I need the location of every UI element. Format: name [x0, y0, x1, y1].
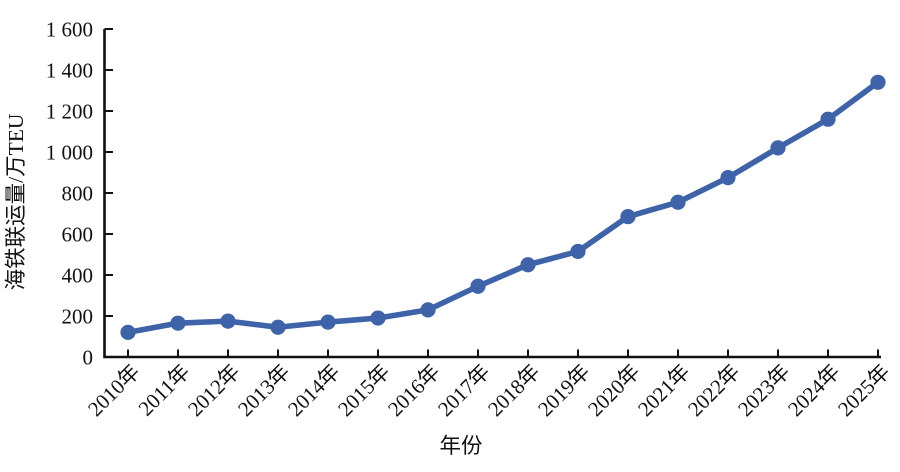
y-tick-label: 600	[62, 222, 94, 246]
axis-ticks	[104, 28, 879, 358]
data-point	[720, 170, 736, 186]
y-tick-label: 1 200	[46, 99, 93, 123]
axis-frame	[103, 29, 881, 359]
x-tick-label: 2019年	[533, 360, 595, 422]
x-tick-label: 2021年	[633, 360, 695, 422]
data-point	[120, 324, 136, 340]
data-point	[220, 313, 236, 329]
x-tick-label: 2014年	[283, 360, 345, 422]
x-tick-label: 2017年	[433, 360, 495, 422]
x-tick-label: 2015年	[333, 360, 395, 422]
axes	[103, 29, 881, 359]
x-tick-label: 2020年	[583, 360, 645, 422]
x-tick-label: 2022年	[683, 360, 745, 422]
y-tick-label: 200	[62, 304, 94, 328]
data-point	[820, 111, 836, 127]
data-point	[170, 315, 186, 331]
data-point	[270, 319, 286, 335]
data-point	[420, 302, 436, 318]
x-tick-label: 2013年	[233, 360, 295, 422]
y-tick-label: 400	[62, 263, 94, 287]
data-series	[120, 74, 886, 340]
data-point	[320, 314, 336, 330]
x-tick-label: 2023年	[733, 360, 795, 422]
x-tick-label: 2018年	[483, 360, 545, 422]
data-point	[870, 74, 886, 90]
x-tick-label: 2012年	[183, 360, 245, 422]
data-point	[620, 208, 636, 225]
y-axis-title: 海铁联运量/万TEU	[4, 113, 28, 290]
y-tick-label: 800	[62, 181, 94, 205]
y-tick-label: 0	[83, 345, 94, 369]
data-point	[670, 194, 686, 210]
data-line	[125, 79, 881, 336]
data-point	[370, 310, 386, 326]
data-point	[470, 278, 486, 294]
x-tick-label: 2024年	[783, 360, 845, 422]
data-point	[770, 140, 786, 156]
y-tick-label: 1 600	[46, 17, 93, 41]
y-tick-label: 1 000	[46, 140, 93, 164]
y-tick-label: 1 400	[46, 58, 93, 82]
x-axis-title: 年份	[439, 434, 482, 458]
x-tick-label: 2025年	[833, 360, 895, 422]
x-tick-label: 2011年	[134, 360, 195, 421]
data-point	[520, 257, 536, 273]
x-tick-label: 2016年	[383, 360, 445, 422]
data-point	[570, 243, 586, 260]
